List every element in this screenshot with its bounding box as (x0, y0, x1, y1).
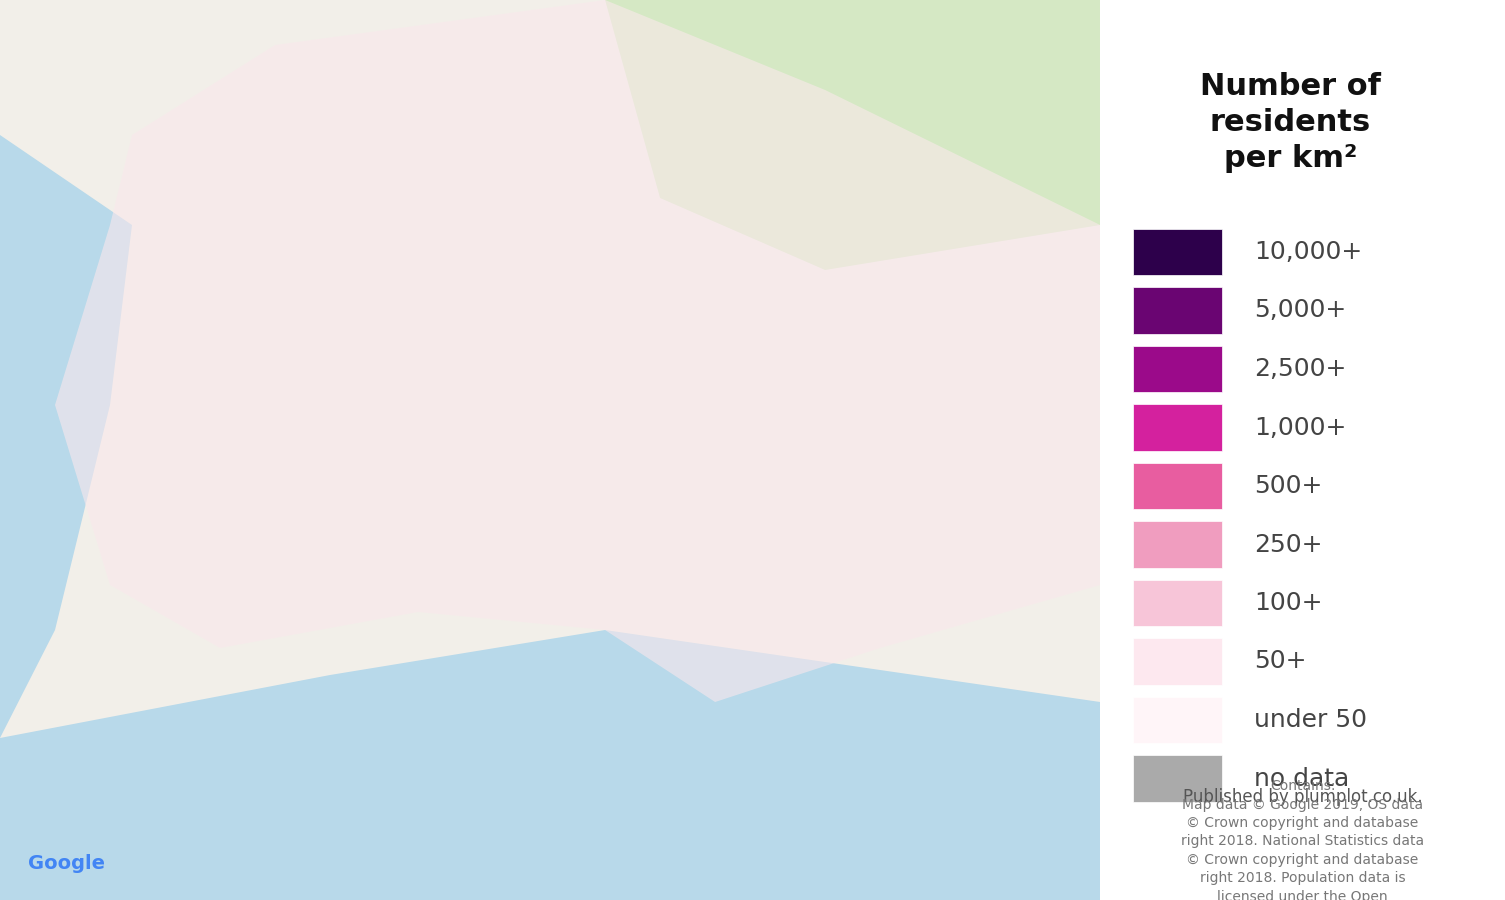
Text: 2,500+: 2,500+ (1254, 357, 1347, 381)
FancyBboxPatch shape (1133, 229, 1222, 275)
Polygon shape (0, 135, 132, 900)
Text: 50+: 50+ (1254, 650, 1306, 673)
FancyBboxPatch shape (1133, 521, 1222, 568)
Text: 500+: 500+ (1254, 474, 1323, 498)
FancyBboxPatch shape (1133, 346, 1222, 392)
Text: 250+: 250+ (1254, 533, 1323, 556)
Text: Published by plumplot.co.uk.: Published by plumplot.co.uk. (1183, 788, 1422, 806)
Text: Number of
residents
per km²: Number of residents per km² (1199, 72, 1382, 173)
Text: 100+: 100+ (1254, 591, 1323, 615)
Text: no data: no data (1254, 767, 1350, 790)
Text: under 50: under 50 (1254, 708, 1367, 732)
FancyBboxPatch shape (1133, 580, 1222, 626)
Polygon shape (605, 0, 1100, 270)
FancyBboxPatch shape (1133, 638, 1222, 685)
FancyBboxPatch shape (1133, 755, 1222, 802)
Text: 5,000+: 5,000+ (1254, 299, 1347, 322)
Text: 1,000+: 1,000+ (1254, 416, 1347, 439)
FancyBboxPatch shape (1133, 404, 1222, 451)
FancyBboxPatch shape (1133, 697, 1222, 743)
Text: 10,000+: 10,000+ (1254, 240, 1362, 264)
FancyBboxPatch shape (1133, 287, 1222, 334)
Text: Contains:
Map data © Google 2019, OS data
© Crown copyright and database
right 2: Contains: Map data © Google 2019, OS dat… (1181, 779, 1424, 900)
Polygon shape (0, 630, 1100, 900)
Text: Google: Google (27, 854, 104, 873)
FancyBboxPatch shape (1133, 463, 1222, 509)
Polygon shape (56, 0, 1100, 702)
